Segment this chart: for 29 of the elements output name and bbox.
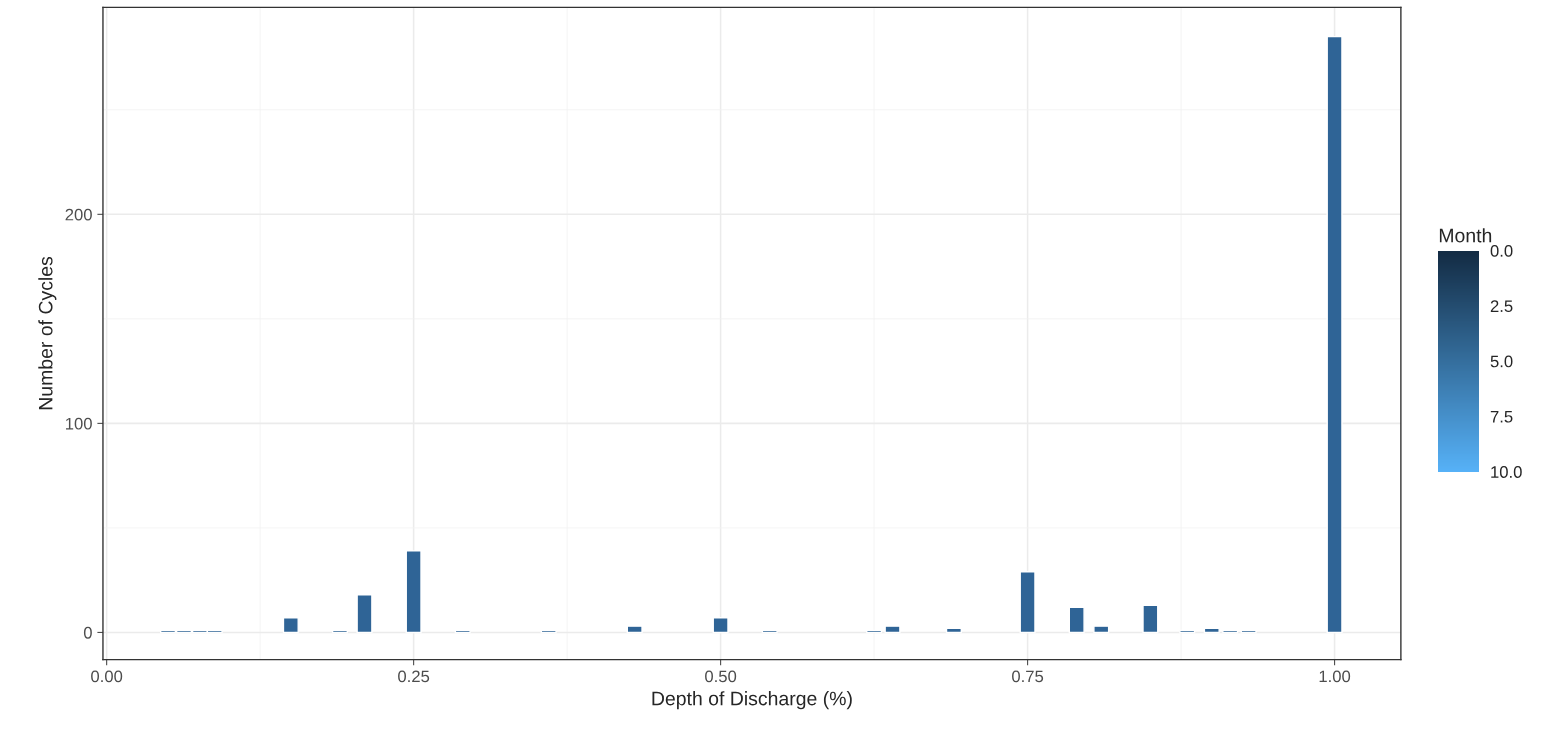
x-tick-label: 1.00 [1319, 670, 1351, 683]
bar [1093, 625, 1110, 634]
y-tick-label: 0 [83, 626, 92, 639]
bar [356, 594, 373, 634]
x-tick-label: 0.75 [1012, 670, 1044, 683]
bar [405, 550, 422, 634]
y-tick-label: 200 [65, 208, 92, 221]
x-tick-label: 0.25 [398, 670, 430, 683]
bar [712, 617, 729, 634]
bar [945, 627, 962, 634]
x-tick-label: 0.50 [705, 670, 737, 683]
color-bar-label: 0.0 [1490, 244, 1513, 257]
x-axis-title: Depth of Discharge (%) [652, 691, 852, 710]
color-bar-label: 5.0 [1490, 355, 1513, 368]
bar [884, 625, 901, 634]
bar [1019, 571, 1036, 634]
color-bar-label: 7.5 [1490, 410, 1513, 423]
legend-title: Month [1439, 228, 1492, 243]
color-bar-label: 2.5 [1490, 300, 1513, 313]
bar [282, 617, 299, 634]
bar [626, 625, 643, 634]
y-tick-label: 100 [66, 417, 92, 430]
bar [1203, 627, 1220, 634]
y-axis-title: Number of Cycles [38, 256, 57, 410]
bar [1142, 604, 1159, 634]
bar [1326, 35, 1343, 634]
bar [1068, 606, 1085, 634]
x-tick-label: 0.00 [91, 670, 123, 683]
color-bar-label: 10.0 [1491, 466, 1522, 478]
